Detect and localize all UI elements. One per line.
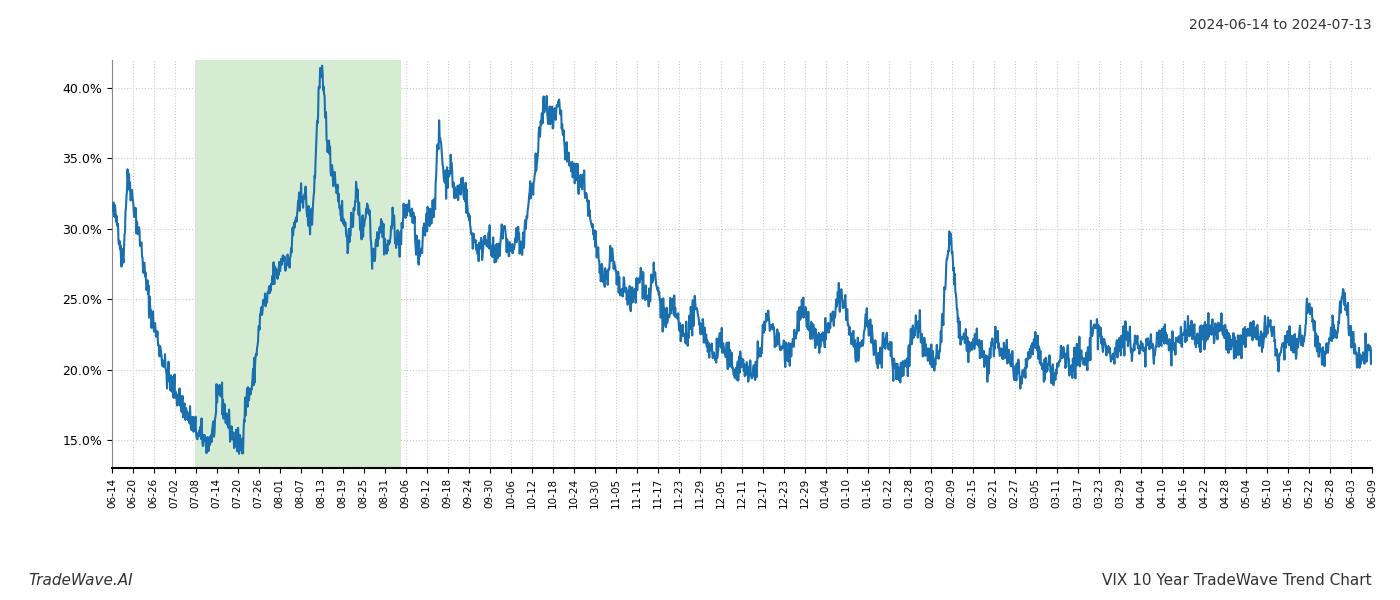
Text: TradeWave.AI: TradeWave.AI [28, 573, 133, 588]
Text: VIX 10 Year TradeWave Trend Chart: VIX 10 Year TradeWave Trend Chart [1102, 573, 1372, 588]
Text: 2024-06-14 to 2024-07-13: 2024-06-14 to 2024-07-13 [1190, 18, 1372, 32]
Bar [195, 60, 402, 468]
